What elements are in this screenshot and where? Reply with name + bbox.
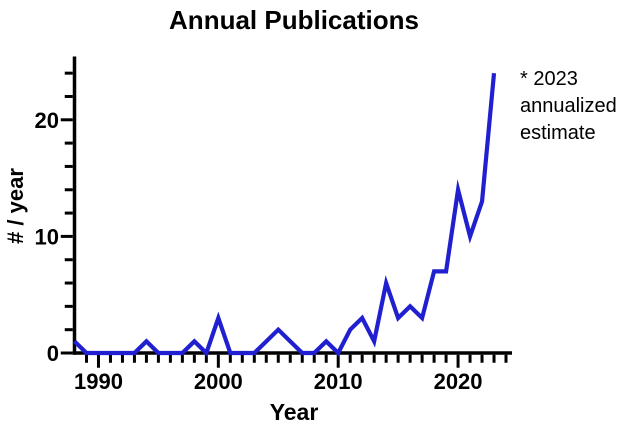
tick-labels: 1990 2000 2010 2020 0 10 20 [35,108,483,394]
x-tick-label: 2010 [314,369,363,394]
x-tick-label: 2000 [194,369,243,394]
x-tick-label: 2020 [434,369,483,394]
publications-line [73,72,497,357]
y-axis-label: # / year [3,168,28,244]
x-axis-label: Year [269,399,319,425]
x-tick-label: 1990 [74,369,123,394]
y-tick-label: 20 [35,108,59,133]
y-tick-label: 10 [35,224,59,249]
chart-title: Annual Publications [169,5,419,35]
y-tick-label: 0 [47,341,59,366]
annotation-2023-estimate: * 2023 annualized estimate [520,68,617,144]
axis-ticks [60,71,508,368]
axes [72,56,512,355]
